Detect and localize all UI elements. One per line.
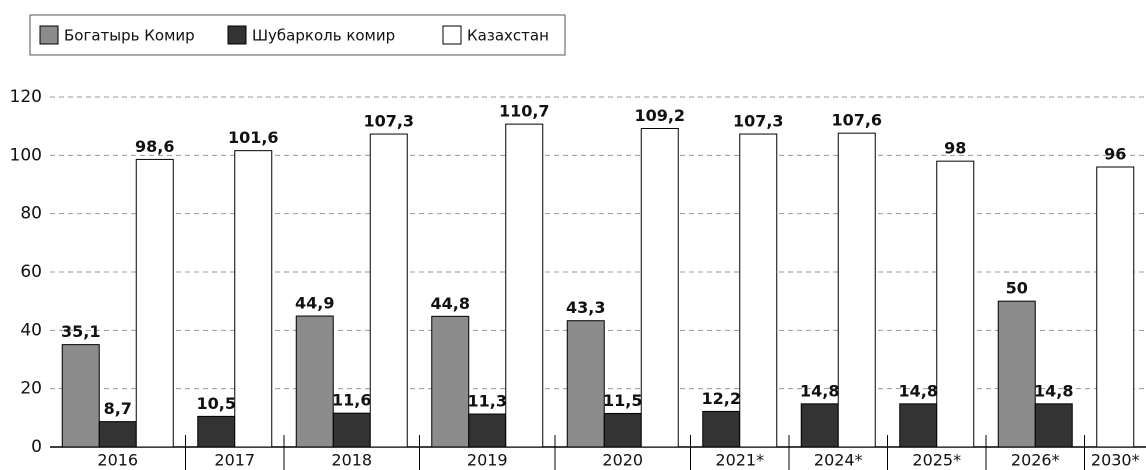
x-tick-label: 2021* — [715, 451, 764, 470]
value-label: 8,7 — [104, 399, 132, 418]
value-label: 107,3 — [733, 112, 784, 131]
y-tick-label: 80 — [20, 204, 42, 224]
y-tick-label: 0 — [31, 437, 42, 457]
y-tick-label: 120 — [10, 87, 42, 107]
value-label: 98 — [944, 139, 966, 158]
bar — [295, 315, 334, 448]
bar — [369, 133, 408, 448]
legend-label: Шубарколь комир — [252, 27, 395, 45]
bar — [899, 403, 938, 448]
value-label: 43,3 — [566, 298, 605, 317]
value-label: 44,8 — [431, 294, 470, 313]
legend-swatch — [227, 25, 247, 45]
value-label: 44,9 — [295, 294, 334, 313]
x-tick-label: 2025* — [912, 451, 961, 470]
value-label: 14,8 — [1034, 381, 1073, 400]
y-tick-label: 100 — [10, 145, 42, 165]
legend-label: Богатырь Комир — [64, 27, 195, 45]
y-tick-label: 60 — [20, 262, 42, 282]
value-label: 107,6 — [831, 111, 882, 130]
value-label: 11,3 — [468, 392, 507, 411]
value-label: 35,1 — [61, 322, 100, 341]
bar — [1096, 166, 1135, 448]
value-label: 14,8 — [899, 381, 938, 400]
x-tick-label: 2019 — [467, 451, 508, 470]
legend-label: Казахстан — [467, 27, 549, 45]
bar — [61, 344, 100, 448]
bar — [431, 315, 470, 448]
bar — [197, 415, 236, 448]
bar — [332, 412, 371, 448]
value-label: 12,2 — [702, 389, 741, 408]
legend-box — [29, 14, 566, 56]
bar — [936, 160, 975, 448]
bar — [603, 412, 642, 448]
value-label: 11,5 — [603, 391, 642, 410]
value-label: 110,7 — [499, 102, 550, 121]
value-label: 11,6 — [332, 391, 371, 410]
bar — [234, 150, 273, 448]
bar — [566, 320, 605, 448]
value-label: 107,3 — [363, 112, 414, 131]
bar — [135, 158, 174, 448]
bar — [505, 123, 544, 448]
bar — [702, 410, 741, 448]
value-label: 101,6 — [228, 128, 279, 147]
y-tick-label: 20 — [20, 379, 42, 399]
value-label: 98,6 — [135, 137, 174, 156]
x-tick-label: 2016 — [97, 451, 138, 470]
value-label: 109,2 — [634, 106, 685, 125]
value-label: 14,8 — [800, 381, 839, 400]
bar — [837, 132, 876, 448]
bar — [468, 413, 507, 448]
x-tick-label: 2020 — [602, 451, 643, 470]
legend-swatch — [442, 25, 462, 45]
legend-swatch — [39, 25, 59, 45]
x-tick-label: 2030* — [1091, 451, 1140, 470]
x-tick-label: 2017 — [214, 451, 255, 470]
value-label: 10,5 — [197, 394, 236, 413]
value-label: 50 — [1006, 279, 1028, 298]
bar — [800, 403, 839, 448]
y-tick-label: 40 — [20, 320, 42, 340]
x-tick-label: 2026* — [1011, 451, 1060, 470]
bar — [1034, 403, 1073, 448]
bar — [98, 421, 137, 448]
x-tick-label: 2024* — [814, 451, 863, 470]
x-tick-label: 2018 — [331, 451, 372, 470]
bar — [997, 300, 1036, 448]
bar — [739, 133, 778, 448]
value-label: 96 — [1104, 145, 1126, 164]
bar — [640, 128, 679, 448]
